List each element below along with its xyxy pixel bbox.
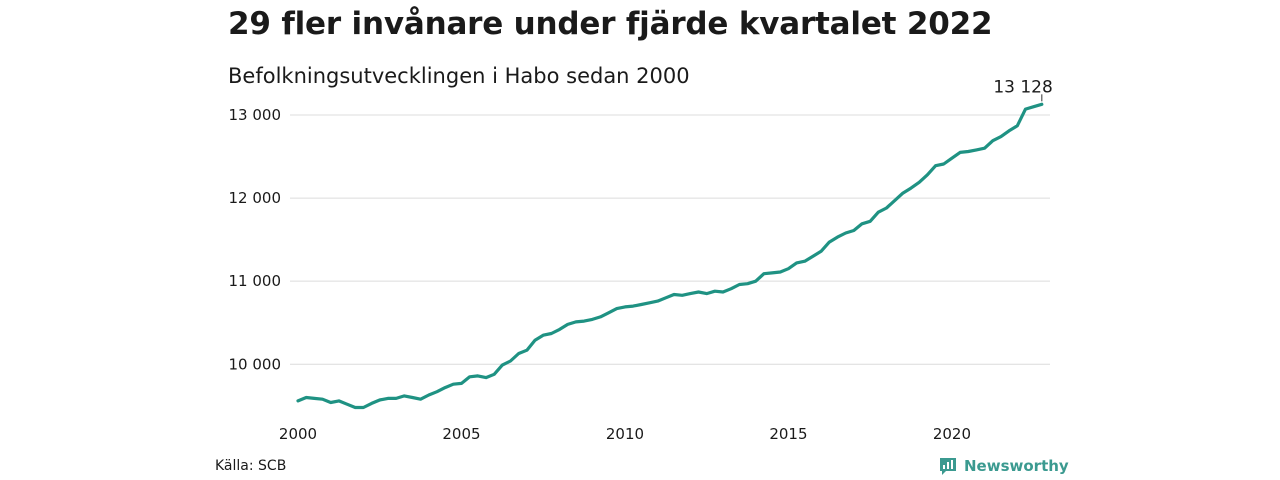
x-tick-label: 2010	[606, 425, 644, 443]
x-tick-label: 2005	[442, 425, 480, 443]
grid-lines	[290, 114, 1050, 365]
x-axis-tick-labels: 2000 2005 2010 2015 2020	[279, 425, 971, 443]
x-tick-label: 2000	[279, 425, 317, 443]
end-value-label: 13 128	[993, 77, 1052, 97]
y-tick-label: 12 000	[229, 189, 282, 207]
x-tick-label: 2020	[933, 425, 971, 443]
y-tick-label: 13 000	[229, 106, 282, 124]
brand-logo: Newsworthy	[938, 456, 1069, 476]
series-line	[296, 102, 1044, 410]
bar-chart-logo-icon	[940, 458, 956, 475]
y-tick-label: 11 000	[229, 272, 282, 290]
brand-name: Newsworthy	[964, 457, 1069, 475]
x-tick-label: 2015	[769, 425, 807, 443]
source-label: Källa: SCB	[215, 458, 287, 474]
y-axis-tick-labels: 10 000 11 000 12 000 13 000	[229, 106, 282, 373]
y-tick-label: 10 000	[229, 355, 282, 373]
page-title: 29 fler invånare under fjärde kvartalet …	[228, 6, 993, 42]
page-subtitle: Befolkningsutvecklingen i Habo sedan 200…	[228, 64, 690, 88]
